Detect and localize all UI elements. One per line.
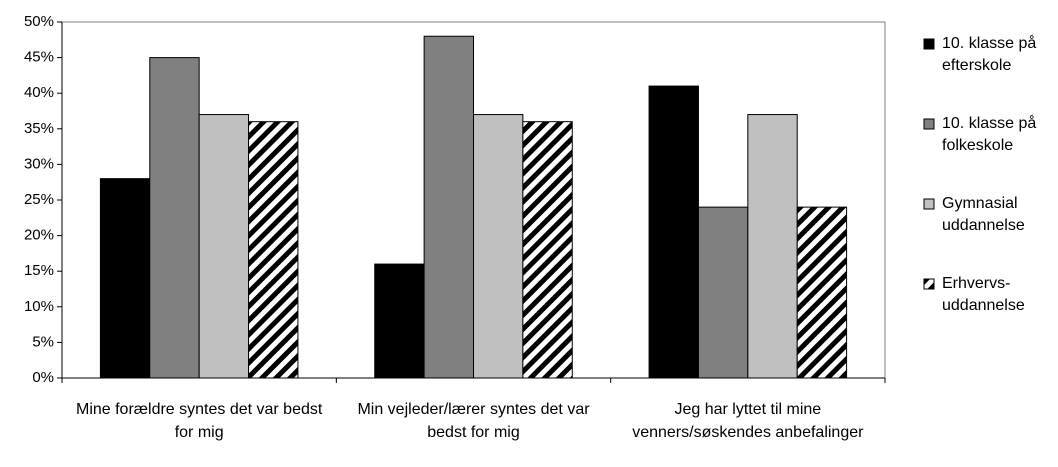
y-tick-label: 10% [24, 298, 54, 315]
bar [99, 178, 151, 379]
bar [697, 206, 749, 379]
bar [423, 35, 474, 379]
y-tick-label: 5% [32, 333, 54, 350]
legend-swatch [923, 118, 935, 130]
bar [149, 57, 200, 379]
x-tick-label: Mine forældre syntes det var bedst for m… [75, 401, 323, 441]
y-tick-label: 20% [24, 227, 54, 244]
legend-label: 10. klasse på folkeskole [942, 115, 1037, 154]
x-tick-label: Min vejleder/lærer syntes det var bedst … [357, 401, 590, 441]
legend-label: 10. klasse på efterskole [942, 35, 1037, 74]
y-tick-label: 30% [24, 155, 54, 172]
y-tick-label: 0% [32, 369, 54, 386]
y-tick-label: 40% [24, 84, 54, 101]
bar [522, 121, 573, 379]
y-tick-label: 45% [24, 49, 54, 66]
y-tick-label: 15% [24, 262, 54, 279]
bar [198, 114, 250, 379]
bar [248, 121, 299, 379]
bar [648, 85, 699, 379]
y-tick-label: 25% [24, 191, 54, 208]
bar [473, 114, 524, 379]
legend-label: Gymnasial uddannelse [942, 195, 1025, 234]
bar [747, 114, 798, 379]
legend-swatch [923, 198, 935, 210]
y-tick-label: 35% [24, 120, 54, 137]
x-tick-label: Jeg har lyttet til mine venners/søskende… [632, 401, 864, 441]
legend-label: Erhvervs-uddannelse [942, 275, 1025, 314]
bar [374, 263, 425, 379]
legend-swatch [923, 38, 935, 50]
legend-swatch [923, 278, 935, 290]
bar [796, 206, 848, 379]
y-tick-label: 50% [24, 13, 54, 30]
